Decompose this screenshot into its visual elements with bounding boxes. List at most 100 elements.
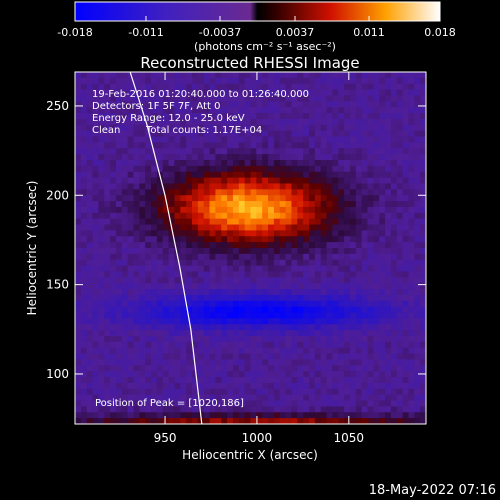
heatmap-cell <box>390 318 398 325</box>
heatmap-cell <box>414 294 421 302</box>
heatmap-cell <box>192 230 199 237</box>
heatmap-cell <box>303 412 310 419</box>
heatmap-cell <box>420 124 426 132</box>
heatmap-cell <box>390 236 398 243</box>
heatmap-cell <box>420 341 426 349</box>
heatmap-cell <box>297 277 304 284</box>
heatmap-cell <box>349 306 357 313</box>
heatmap-cell <box>379 218 386 225</box>
heatmap-cell <box>361 253 368 261</box>
heatmap-cell <box>227 347 234 354</box>
heatmap-cell <box>203 195 210 202</box>
heatmap-cell <box>420 101 426 108</box>
heatmap-cell <box>385 148 392 155</box>
heatmap-cell <box>133 224 140 231</box>
heatmap-cell <box>314 189 322 196</box>
heatmap-cell <box>367 177 374 184</box>
heatmap-cell <box>390 89 398 96</box>
heatmap-cell <box>303 101 310 108</box>
heatmap-cell <box>303 394 310 401</box>
heatmap-cell <box>338 365 345 372</box>
heatmap-cell <box>110 136 117 143</box>
heatmap-cell <box>156 400 164 407</box>
heatmap-cell <box>385 107 392 114</box>
heatmap-cell <box>180 201 187 208</box>
heatmap-cell <box>192 289 199 296</box>
heatmap-cell <box>256 113 263 120</box>
heatmap-cell <box>215 101 222 108</box>
heatmap-cell <box>262 89 269 96</box>
heatmap-cell <box>273 148 281 155</box>
heatmap-cell <box>303 406 310 413</box>
heatmap-cell <box>285 130 292 137</box>
heatmap-cell <box>110 72 117 79</box>
heatmap-cell <box>326 294 333 302</box>
heatmap-cell <box>174 294 181 302</box>
heatmap-cell <box>408 230 415 237</box>
heatmap-cell <box>297 394 304 401</box>
heatmap-cell <box>309 77 316 85</box>
heatmap-cell <box>98 224 105 231</box>
heatmap-cell <box>244 160 251 167</box>
heatmap-cell <box>420 183 426 190</box>
heatmap-cell <box>139 359 146 366</box>
heatmap-cell <box>396 154 403 161</box>
heatmap-cell <box>379 77 386 85</box>
heatmap-cell <box>80 165 88 173</box>
heatmap-cell <box>232 248 240 255</box>
heatmap-cell <box>127 265 134 272</box>
heatmap-cell <box>151 218 158 225</box>
heatmap-cell <box>238 289 246 296</box>
heatmap-cell <box>168 72 175 79</box>
heatmap-cell <box>209 113 216 120</box>
heatmap-cell <box>414 201 421 208</box>
heatmap-cell <box>279 277 286 284</box>
heatmap-cell <box>104 418 111 424</box>
heatmap-cell <box>361 148 368 155</box>
heatmap-cell <box>379 224 386 231</box>
heatmap-cell <box>238 253 246 261</box>
heatmap-cell <box>268 371 275 378</box>
heatmap-cell <box>273 324 281 331</box>
heatmap-cell <box>133 418 140 424</box>
heatmap-cell <box>80 118 88 126</box>
heatmap-cell <box>390 230 398 237</box>
heatmap-cell <box>162 347 169 354</box>
heatmap-cell <box>402 183 409 190</box>
heatmap-cell <box>408 371 415 378</box>
heatmap-cell <box>320 195 327 202</box>
heatmap-cell <box>133 353 140 360</box>
heatmap-cell <box>110 283 117 290</box>
heatmap-cell <box>262 347 269 354</box>
heatmap-cell <box>361 101 368 108</box>
heatmap-cell <box>174 154 181 161</box>
heatmap-cell <box>297 160 304 167</box>
heatmap-cell <box>104 353 111 360</box>
heatmap-cell <box>414 101 421 108</box>
heatmap-cell <box>314 353 322 360</box>
heatmap-cell <box>326 271 333 278</box>
heatmap-cell <box>297 183 304 190</box>
heatmap-cell <box>168 118 175 126</box>
heatmap-cell <box>156 283 164 290</box>
heatmap-cell <box>174 359 181 366</box>
heatmap-cell <box>227 300 234 308</box>
heatmap-cell <box>145 212 152 220</box>
heatmap-cell <box>402 388 409 396</box>
heatmap-cell <box>262 195 269 202</box>
heatmap-cell <box>209 300 216 308</box>
heatmap-cell <box>408 347 415 354</box>
heatmap-cell <box>355 265 363 272</box>
heatmap-cell <box>344 265 351 272</box>
heatmap-cell <box>367 124 374 132</box>
heatmap-cell <box>338 382 345 390</box>
heatmap-cell <box>121 382 129 390</box>
heatmap-cell <box>320 130 327 137</box>
heatmap-cell <box>180 300 187 308</box>
heatmap-cell <box>238 248 246 255</box>
heatmap-cell <box>402 165 409 173</box>
heatmap-cell <box>156 224 164 231</box>
heatmap-cell <box>139 382 146 390</box>
heatmap-cell <box>303 201 310 208</box>
heatmap-cell <box>115 206 123 214</box>
